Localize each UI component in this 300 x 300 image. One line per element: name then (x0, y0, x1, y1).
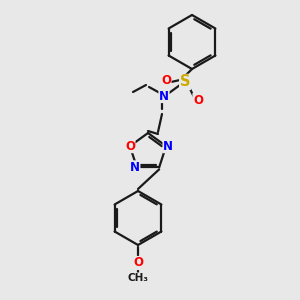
Text: CH₃: CH₃ (128, 273, 148, 283)
Text: O: O (125, 140, 135, 153)
Text: N: N (163, 140, 173, 153)
Text: S: S (180, 74, 190, 89)
Text: O: O (193, 94, 203, 106)
Text: N: N (130, 161, 140, 174)
Text: N: N (159, 89, 169, 103)
Text: O: O (133, 256, 143, 269)
Text: O: O (161, 74, 171, 86)
